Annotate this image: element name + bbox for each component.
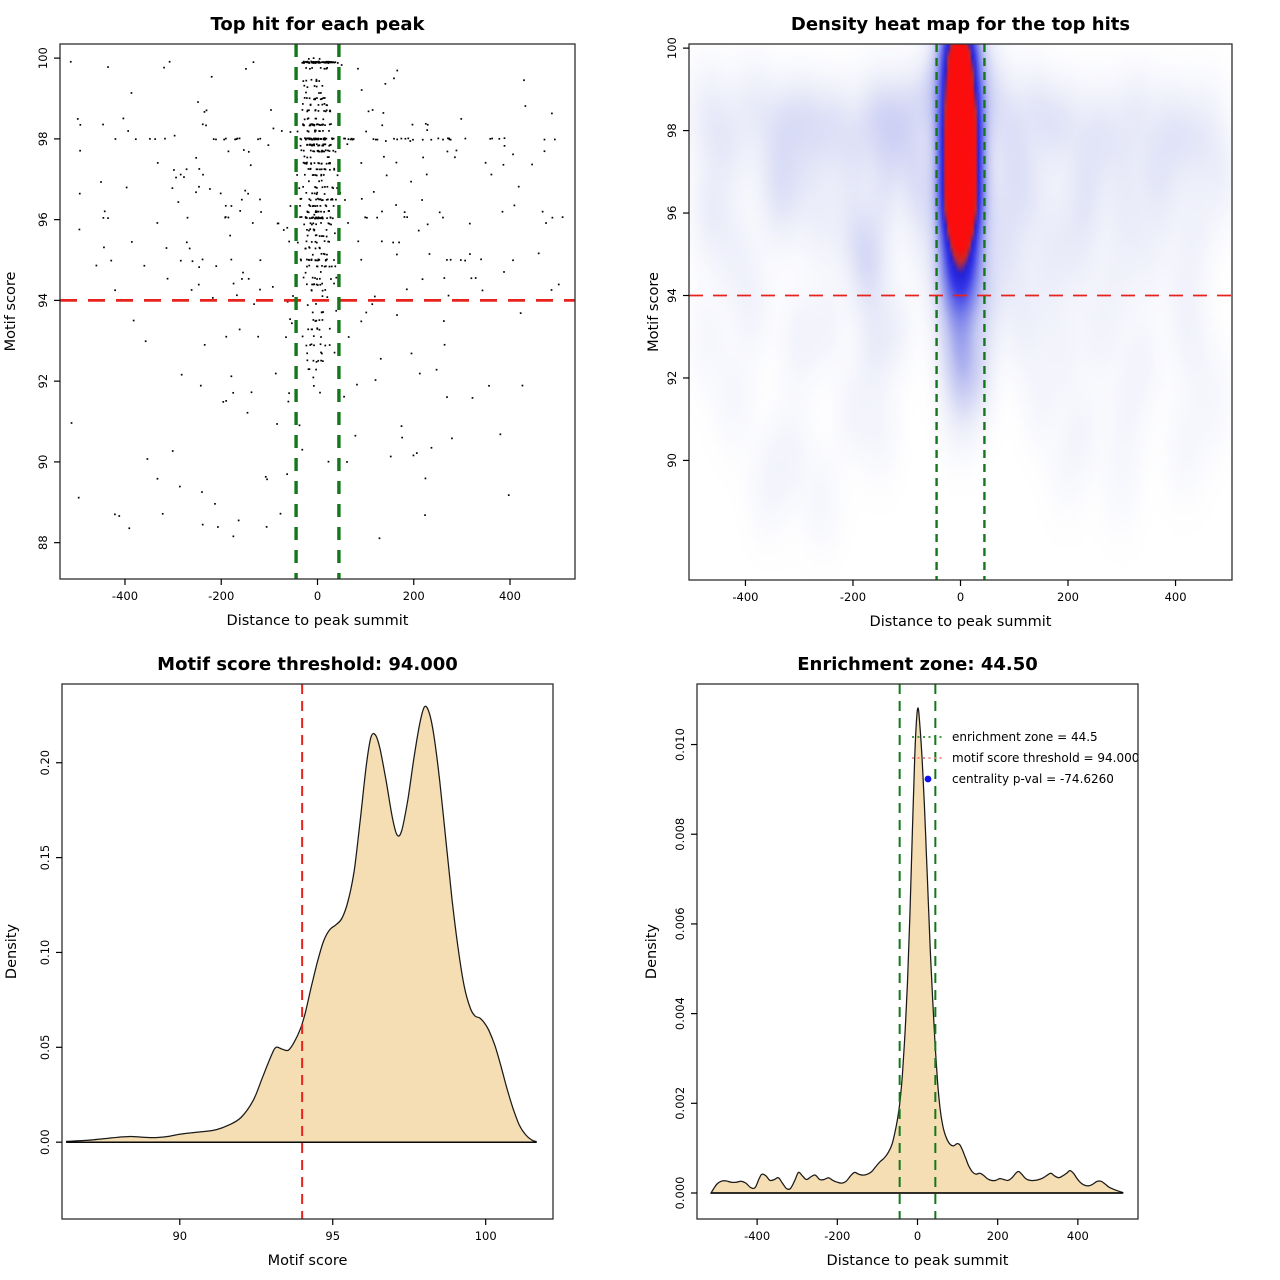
axes: -400 -200 0 200 400 0.000 0.002 0.004 0.006 0.008… [673,683,1139,1243]
x-tick-label: 200 [403,589,425,603]
x-tick-label: 90 [172,1229,187,1243]
panel-title: Density heat map for the top hits [791,14,1130,35]
panel-summit-distance-density: enrichment zone = 44.5 motif score thresh… [640,640,1280,1280]
scatter-plot-svg: -400 -200 0 200 400 88 90 92 94 96 98 100 Top hit f… [3,14,576,629]
y-tick-label: 0.002 [673,1087,687,1120]
y-tick-label: 90 [665,453,679,468]
y-axis-label: Motif score [646,272,662,352]
y-tick-label: 0.10 [38,940,52,966]
x-tick-label: -400 [744,1229,770,1243]
x-tick-label: 400 [1165,590,1187,604]
x-tick-label: 0 [314,589,321,603]
y-tick-label: 0.15 [38,845,52,871]
score-density-svg: 90 95 100 0.00 0.05 0.10 0.15 0.20 Motif score … [4,654,554,1269]
plot-content [709,684,1124,1219]
y-tick-label: 98 [665,123,679,138]
heatmap-plot-svg: -400 -200 0 200 400 90 92 94 96 98 100 Density hea… [646,14,1233,630]
y-tick-label: 94 [665,288,679,303]
x-tick-label: 100 [475,1229,497,1243]
y-tick-label: 92 [665,371,679,386]
x-axis-label: Distance to peak summit [227,613,409,629]
x-axis-label: Distance to peak summit [870,614,1052,630]
y-tick-label: 90 [36,455,50,470]
density-curve [709,707,1124,1194]
y-tick-label: 96 [665,206,679,221]
x-tick-label: -400 [732,590,758,604]
x-tick-label: -200 [208,589,234,603]
legend-label: motif score threshold = 94.000 [952,751,1139,765]
panel-motif-score-density: 90 95 100 0.00 0.05 0.10 0.15 0.20 Motif score … [0,640,640,1280]
x-tick-label: 0 [957,590,964,604]
y-tick-label: 0.05 [38,1035,52,1061]
y-tick-label: 98 [36,132,50,147]
legend-blue-dot-swatch [924,775,932,783]
x-tick-label: -200 [840,590,866,604]
y-tick-label: 100 [665,37,679,59]
y-tick-label: 0.010 [673,728,687,761]
axes: -400 -200 0 200 400 88 90 92 94 96 98 100 [36,43,576,603]
x-tick-label: -200 [824,1229,850,1243]
x-tick-label: 200 [987,1229,1009,1243]
plot-content [60,44,575,579]
y-tick-label: 96 [36,212,50,227]
y-tick-label: 0.000 [673,1177,687,1210]
x-tick-label: 400 [1067,1229,1089,1243]
legend-label: centrality p-val = -74.6260 [952,772,1114,786]
y-tick-label: 92 [36,374,50,389]
x-tick-label: 0 [914,1229,921,1243]
x-axis-label: Distance to peak summit [827,1253,1009,1269]
panel-title: Enrichment zone: 44.50 [797,654,1038,675]
panel-top-hit-scatter: -400 -200 0 200 400 88 90 92 94 96 98 100 Top hit f… [0,0,640,640]
x-axis-label: Motif score [268,1253,348,1269]
x-tick-label: 200 [1057,590,1079,604]
y-tick-label: 0.004 [673,997,687,1030]
x-tick-label: 95 [325,1229,340,1243]
plot-content [689,44,1232,580]
x-tick-label: -400 [112,589,138,603]
panel-density-heatmap: -400 -200 0 200 400 90 92 94 96 98 100 Density hea… [640,0,1280,640]
axes: -400 -200 0 200 400 90 92 94 96 98 100 [665,37,1233,604]
y-tick-label: 0.008 [673,818,687,851]
distance-density-svg: enrichment zone = 44.5 motif score thresh… [644,654,1139,1269]
panel-title: Motif score threshold: 94.000 [157,654,458,675]
y-axis-label: Density [644,924,660,980]
density-curve [65,705,537,1143]
y-axis-label: Motif score [3,272,19,352]
legend-label: enrichment zone = 44.5 [952,730,1098,744]
legend: enrichment zone = 44.5 motif score thresh… [912,730,1139,786]
heatmap-canvas [689,44,1232,580]
y-tick-label: 0.20 [38,750,52,776]
axes: 90 95 100 0.00 0.05 0.10 0.15 0.20 [38,683,554,1243]
y-tick-label: 94 [36,293,50,308]
plot-content [65,684,537,1219]
y-axis-label: Density [4,924,20,980]
x-tick-label: 400 [499,589,521,603]
y-tick-label: 0.006 [673,907,687,940]
y-tick-label: 0.00 [38,1129,52,1155]
y-tick-label: 88 [36,535,50,550]
y-tick-label: 100 [36,47,50,69]
panel-title: Top hit for each peak [211,14,426,35]
